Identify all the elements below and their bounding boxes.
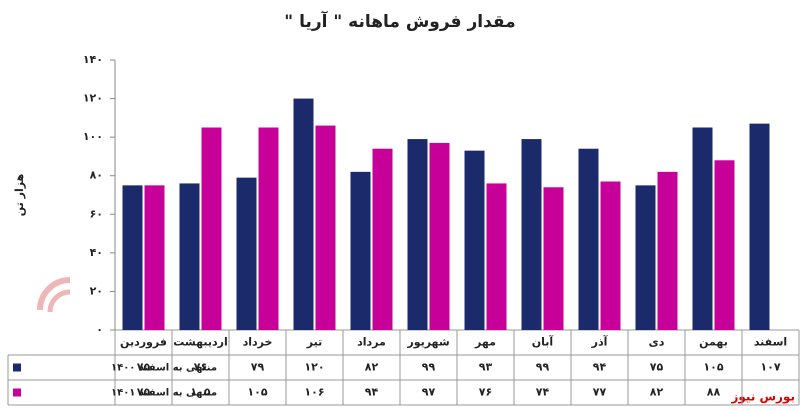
- y-tick-label: ۰: [96, 323, 103, 336]
- table-value: ۱۲۰: [304, 361, 324, 374]
- table-value: ۱۰۷: [760, 361, 780, 374]
- bar: [122, 185, 143, 330]
- bar: [486, 183, 507, 330]
- table-value: ۷۵: [137, 386, 151, 399]
- y-tick-label: ۶۰: [90, 207, 103, 220]
- chart-title: مقدار فروش ماهانه " آریا ": [284, 10, 515, 32]
- bar: [144, 185, 165, 330]
- x-tick-label: اسفند: [754, 336, 787, 349]
- y-tick-label: ۴۰: [90, 246, 103, 259]
- x-tick-label: خرداد: [243, 336, 273, 349]
- table-value: ۷۵: [137, 361, 151, 374]
- table-value: ۷۷: [593, 386, 607, 399]
- bar: [201, 127, 222, 330]
- table-value: ۹۹: [422, 361, 436, 374]
- x-tick-label: تیر: [306, 336, 322, 349]
- table-value: ۷۵: [650, 361, 664, 374]
- x-tick-label: فروردین: [120, 336, 167, 349]
- bar: [372, 148, 393, 330]
- table-value: ۹۹: [536, 361, 550, 374]
- y-tick-label: ۱۰۰: [83, 130, 103, 143]
- bar: [407, 139, 428, 330]
- table-value: ۱۰۶: [304, 386, 324, 399]
- x-tick-label: مرداد: [357, 336, 386, 349]
- table-value: ۹۴: [593, 361, 607, 374]
- table-value: ۸۸: [707, 386, 721, 399]
- legend-label: منتهی به اسفند ۱۴۰۰: [111, 363, 217, 374]
- bar: [429, 142, 450, 330]
- legend-label: منتهی به اسفند ۱۴۰۱: [111, 388, 217, 399]
- x-tick-label: دی: [649, 336, 665, 349]
- table-value: ۷۶: [194, 361, 207, 374]
- x-tick-label: مهر: [474, 336, 496, 349]
- bar: [635, 185, 656, 330]
- x-tick-label: اردیبهشت: [173, 336, 227, 349]
- bar: [600, 181, 621, 330]
- table-value: ۷۴: [536, 386, 550, 399]
- bar: [293, 98, 314, 330]
- bar: [521, 139, 542, 330]
- x-tick-label: آبان: [532, 335, 554, 349]
- table-value: ۹۴: [365, 386, 379, 399]
- bar: [258, 127, 279, 330]
- bar: [749, 123, 770, 331]
- bar: [657, 171, 678, 330]
- table-value: ۹۳: [479, 361, 493, 374]
- legend-swatch: [13, 363, 21, 372]
- bar: [692, 127, 713, 330]
- table-value: ۷۶: [479, 386, 492, 399]
- legend-swatch: [13, 388, 21, 397]
- bar: [179, 183, 200, 330]
- y-tick-label: ۲۰: [90, 284, 103, 297]
- bar: [350, 171, 371, 330]
- table-value: ۱۰۵: [703, 361, 723, 374]
- bar: [578, 148, 599, 330]
- table-value: ۹۷: [422, 386, 436, 399]
- x-tick-label: شهریور: [406, 336, 449, 349]
- table-value: ۷۹: [251, 361, 265, 374]
- y-tick-label: ۸۰: [90, 169, 103, 182]
- watermark: بورس نیوز: [730, 390, 795, 405]
- table-value: ۱۰۵: [190, 386, 210, 399]
- x-tick-label: بهمن: [699, 336, 728, 349]
- bar: [236, 177, 257, 330]
- x-tick-label: آذر: [591, 335, 608, 349]
- bar: [543, 187, 564, 330]
- bar: [714, 160, 735, 330]
- table-value: ۸۲: [650, 386, 664, 399]
- y-tick-label: ۱۴۰: [83, 53, 103, 66]
- logo: [37, 277, 71, 313]
- bar: [315, 125, 336, 330]
- y-axis-label: هزار تن: [13, 174, 26, 216]
- y-tick-label: ۱۲۰: [83, 92, 103, 105]
- table-value: ۱۰۵: [247, 386, 267, 399]
- table-value: ۸۲: [365, 361, 379, 374]
- bar: [464, 150, 485, 330]
